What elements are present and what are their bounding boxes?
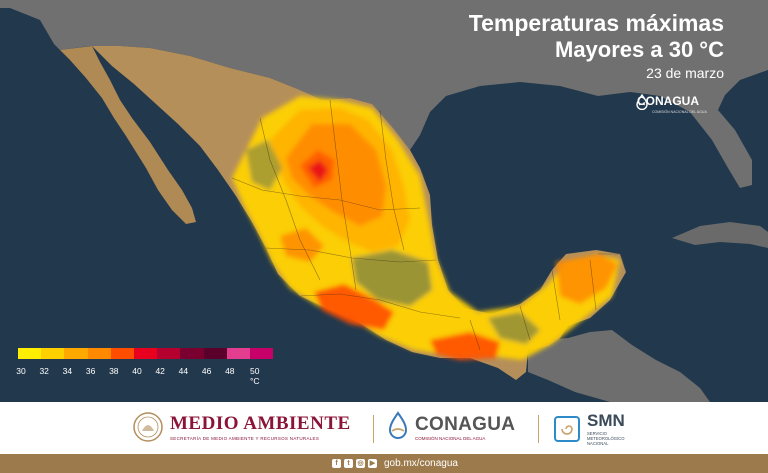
youtube-icon[interactable]: ▶ xyxy=(368,459,377,468)
map-title-block: Temperaturas máximas Mayores a 30 °C 23 … xyxy=(469,10,724,83)
smn-subtitle-2: METEOROLÓGICO xyxy=(587,436,625,441)
legend-tick-label: 44 xyxy=(178,366,189,376)
map-title: Temperaturas máximas xyxy=(468,10,724,36)
conagua-map-logo-subtitle: COMISIÓN NACIONAL DEL AGUA xyxy=(652,110,707,114)
map-subtitle: Mayores a 30 °C xyxy=(555,37,724,62)
conagua-footer-subtitle: COMISIÓN NACIONAL DEL AGUA xyxy=(415,435,486,441)
legend-swatch xyxy=(18,348,42,359)
usa-land xyxy=(0,0,768,188)
legend-swatch xyxy=(41,348,65,359)
bottom-bar: f t ◎ ▶ gob.mx/conagua xyxy=(0,454,768,473)
footer-divider xyxy=(373,415,374,443)
central-america-land xyxy=(528,330,710,402)
legend-tick-label: 36 xyxy=(85,366,96,376)
legend-tick-label: 32 xyxy=(39,366,49,376)
smn-spiral-icon xyxy=(554,415,580,442)
map-graphic xyxy=(0,0,768,402)
conagua-map-logo-name: CONAGUA xyxy=(637,94,699,108)
website-link[interactable]: gob.mx/conagua xyxy=(384,458,458,469)
conagua-footer-logo: CONAGUA COMISIÓN NACIONAL DEL AGUA xyxy=(385,411,515,443)
legend-swatch xyxy=(203,348,227,359)
footer-divider xyxy=(538,415,539,443)
legend-swatch xyxy=(180,348,204,359)
smn-name: SMN xyxy=(587,411,625,430)
temperature-map: Temperaturas máximas Mayores a 30 °C 23 … xyxy=(0,0,768,402)
national-seal-icon xyxy=(133,412,163,442)
medio-ambiente-name: MEDIO AMBIENTE xyxy=(170,413,351,434)
map-date: 23 de marzo xyxy=(646,65,724,81)
facebook-icon[interactable]: f xyxy=(332,459,341,468)
legend-tick-label: 46 xyxy=(201,366,212,376)
legend-color-bar xyxy=(18,348,274,359)
smn-logo: SMN SERVICIO METEOROLÓGICO NACIONAL xyxy=(552,411,625,446)
legend-tick-label: 48 xyxy=(225,366,235,376)
legend-tick-label: 42 xyxy=(155,366,165,376)
legend-swatch xyxy=(226,348,250,359)
social-links: f t ◎ ▶ gob.mx/conagua xyxy=(332,458,458,469)
smn-subtitle-1: SERVICIO xyxy=(587,431,607,436)
legend-swatch xyxy=(249,348,274,359)
medio-ambiente-subtitle: SECRETARÍA DE MEDIO AMBIENTE Y RECURSOS … xyxy=(170,436,320,441)
temperature-legend: 30 32 34 36 38 40 42 44 46 48 50 °C xyxy=(16,348,274,386)
medio-ambiente-logo: MEDIO AMBIENTE SECRETARÍA DE MEDIO AMBIE… xyxy=(132,411,351,443)
legend-tick-label: 40 xyxy=(132,366,142,376)
cuba-land xyxy=(672,222,768,248)
legend-swatch xyxy=(157,348,181,359)
smn-subtitle-3: NACIONAL xyxy=(587,441,609,446)
footer-logos: MEDIO AMBIENTE SECRETARÍA DE MEDIO AMBIE… xyxy=(0,402,768,454)
legend-tick-label: 30 xyxy=(16,366,26,376)
conagua-drop-icon xyxy=(388,411,408,439)
legend-tick-label: 50 °C xyxy=(250,366,260,386)
twitter-icon[interactable]: t xyxy=(344,459,353,468)
legend-swatch xyxy=(110,348,134,359)
conagua-footer-name: CONAGUA xyxy=(415,413,516,435)
legend-swatch xyxy=(133,348,158,359)
state-borders xyxy=(231,99,597,351)
conagua-map-logo: CONAGUA COMISIÓN NACIONAL DEL AGUA xyxy=(634,94,707,114)
baja-california xyxy=(60,46,196,224)
legend-swatch xyxy=(87,348,111,359)
legend-tick-label: 34 xyxy=(62,366,73,376)
temperature-overlay xyxy=(232,96,620,360)
legend-tick-label: 38 xyxy=(109,366,119,376)
legend-swatch xyxy=(64,348,88,359)
water-drop-icon xyxy=(636,94,648,110)
legend-ticks: 30 32 34 36 38 40 42 44 46 48 50 °C xyxy=(16,366,268,386)
instagram-icon[interactable]: ◎ xyxy=(356,459,365,468)
